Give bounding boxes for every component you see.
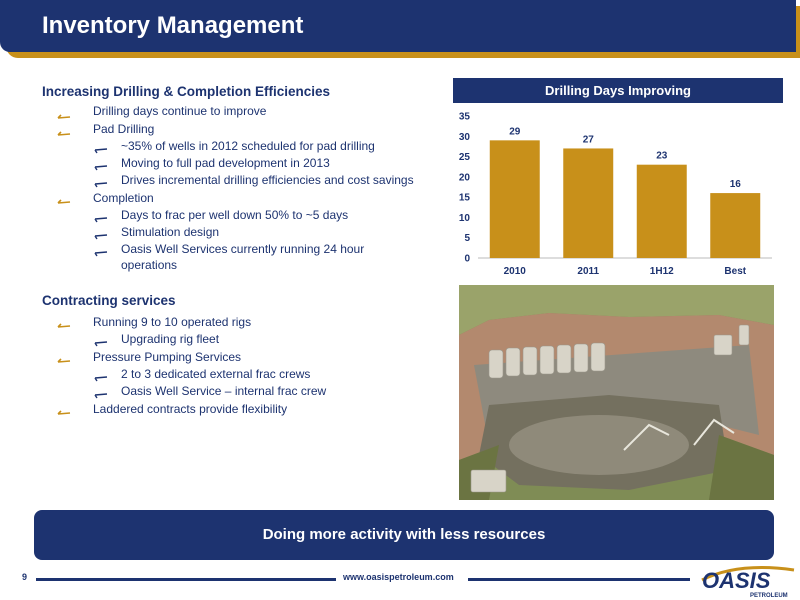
sub-bullet-item: Drives incremental drilling efficiencies… <box>121 173 414 187</box>
y-tick-label: 30 <box>459 132 471 143</box>
arrow-bullet-icon <box>57 199 71 204</box>
sub-bullet-item: Upgrading rig fleet <box>121 332 220 346</box>
arrow-bullet-icon <box>94 393 108 399</box>
x-tick-label: 1H12 <box>650 266 674 277</box>
arrow-bullet-icon <box>57 323 71 328</box>
footer-url: www.oasispetroleum.com <box>343 572 454 582</box>
bar <box>710 193 761 258</box>
data-label: 29 <box>509 126 521 137</box>
bullet-item: Drilling days continue to improve <box>93 104 267 118</box>
arrow-bullet-icon <box>57 131 71 136</box>
bullet-item: Pressure Pumping Services <box>93 350 242 364</box>
y-tick-label: 0 <box>464 254 470 265</box>
drilling-days-bar-chart: 0 5 10 15 20 25 30 35 29 2010 27 2011 23 1H12 16 Best <box>459 112 772 277</box>
chart-title: Drilling Days Improving <box>545 83 691 98</box>
arrow-bullet-icon <box>94 182 108 188</box>
bullet-item: Pad Drilling <box>93 122 155 136</box>
well-pad-aerial-photo <box>459 285 774 500</box>
x-tick-label: 2010 <box>504 266 527 277</box>
y-tick-label: 15 <box>459 193 471 204</box>
bar <box>563 148 614 258</box>
well-pad-photo-image <box>459 285 774 500</box>
page-number: 9 <box>22 572 28 582</box>
arrow-bullet-icon <box>94 376 108 382</box>
sub-bullet-item: Oasis Well Services currently running 24… <box>121 242 365 256</box>
sub-bullet-item: Oasis Well Service – internal frac crew <box>121 384 327 398</box>
x-tick-label: 2011 <box>577 266 599 277</box>
title-bar: Inventory Management <box>0 0 796 52</box>
page-title: Inventory Management <box>42 12 304 39</box>
arrow-bullet-icon <box>57 114 71 119</box>
section-heading-drilling: Increasing Drilling & Completion Efficie… <box>42 84 331 99</box>
arrow-bullet-icon <box>94 217 108 223</box>
arrow-bullet-icon <box>94 148 108 154</box>
data-label: 27 <box>583 134 595 145</box>
y-tick-label: 35 <box>459 112 471 123</box>
y-tick-label: 10 <box>459 213 471 224</box>
bullet-item: Completion <box>93 191 154 205</box>
arrow-bullet-icon <box>57 410 71 415</box>
sub-bullet-item-continuation: operations <box>121 258 178 272</box>
data-label: 16 <box>730 179 742 190</box>
banner-text: Doing more activity with less resources <box>262 526 546 543</box>
sub-bullet-item: 2 to 3 dedicated external frac crews <box>121 367 311 381</box>
section-heading-contracting: Contracting services <box>42 293 176 308</box>
oasis-petroleum-logo: OASIS PETROLEUM <box>701 566 795 599</box>
y-tick-label: 5 <box>464 233 470 244</box>
sub-bullet-item: Stimulation design <box>121 225 220 239</box>
bullet-item: Laddered contracts provide flexibility <box>93 402 288 416</box>
footer-rule-right <box>468 578 690 581</box>
footer-rule-left <box>36 578 336 581</box>
chart-title-bar: Drilling Days Improving <box>453 78 783 103</box>
sub-bullet-item: ~35% of wells in 2012 scheduled for pad … <box>121 139 375 153</box>
bar <box>489 140 540 258</box>
sub-bullet-item: Moving to full pad development in 2013 <box>121 156 330 170</box>
y-tick-label: 20 <box>459 172 471 183</box>
x-tick-label: Best <box>724 266 746 277</box>
logo-subtext: PETROLEUM <box>750 593 788 599</box>
y-tick-label: 25 <box>459 152 471 163</box>
arrow-bullet-icon <box>94 165 108 171</box>
arrow-bullet-icon <box>94 234 108 240</box>
logo-text: OASIS <box>702 568 771 593</box>
arrow-bullet-icon <box>94 341 108 347</box>
data-label: 23 <box>656 151 668 162</box>
arrow-bullet-icon <box>57 358 71 363</box>
bullet-item: Running 9 to 10 operated rigs <box>93 315 252 329</box>
summary-banner: Doing more activity with less resources <box>34 510 774 560</box>
arrow-bullet-icon <box>94 251 108 257</box>
bar <box>636 164 687 258</box>
sub-bullet-item: Days to frac per well down 50% to ~5 day… <box>121 208 349 222</box>
